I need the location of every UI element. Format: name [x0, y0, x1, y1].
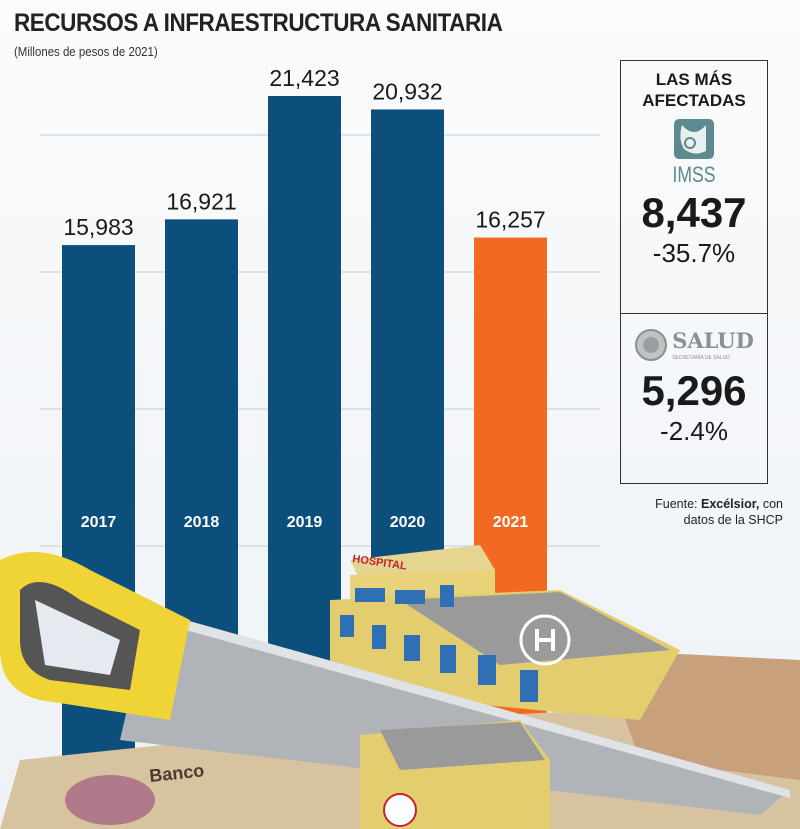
most-affected-panel: LAS MÁS AFECTADAS IMSS 8,437 -35.7% SALUD…	[620, 60, 768, 484]
salud-change: -2.4%	[660, 416, 728, 446]
hospital-roof	[400, 592, 670, 665]
helipad-h-icon	[535, 629, 555, 651]
source-outlet: Excélsior,	[700, 497, 760, 511]
value-label: 16,257	[475, 207, 545, 233]
hospital-windows	[340, 585, 538, 702]
panel-header-line1: LAS MÁS	[655, 70, 733, 89]
saw-blade	[120, 610, 790, 815]
salud-logo-subtext: SECRETARÍA DE SALUD	[672, 355, 730, 361]
panel-divider	[621, 313, 767, 314]
chart-subtitle: (Millones de pesos de 2021)	[14, 44, 158, 59]
value-label: 16,921	[166, 188, 236, 214]
imss-section: IMSS 8,437 -35.7%	[621, 117, 767, 269]
source-note: Fuente: Excélsior, con datos de la SHCP	[600, 496, 783, 528]
year-label: 2020	[390, 514, 426, 531]
imss-value: 8,437	[641, 189, 747, 236]
mexico-seal-icon	[635, 328, 668, 361]
year-label: 2018	[184, 514, 220, 531]
source-line2: datos de la SHCP	[683, 513, 783, 527]
imss-logo-text: IMSS	[672, 162, 716, 187]
salud-logo-text: SALUD	[672, 328, 754, 353]
chart-title: RECURSOS A INFRAESTRUCTURA SANITARIA	[14, 9, 503, 37]
value-label: 21,423	[269, 65, 339, 91]
imss-change: -35.7%	[652, 238, 736, 268]
source-suffix: con	[759, 497, 783, 511]
bar-2017	[62, 245, 135, 829]
imss-eagle-logo-icon	[674, 119, 714, 159]
helipad	[519, 614, 571, 666]
value-label: 20,932	[372, 78, 442, 104]
salud-value: 5,296	[641, 367, 747, 414]
value-label: 15,983	[63, 214, 133, 240]
panel-header-line2: AFECTADAS	[642, 91, 746, 110]
year-label: 2017	[81, 514, 117, 531]
year-label: 2019	[287, 514, 323, 531]
year-label: 2021	[493, 514, 529, 531]
illustration-saw-hospital-money: Banco HOSPITAL	[0, 545, 800, 829]
source-prefix: Fuente:	[655, 497, 701, 511]
banknote-portrait	[65, 775, 155, 825]
salud-section: SALUD SECRETARÍA DE SALUD 5,296 -2.4%	[621, 327, 767, 447]
